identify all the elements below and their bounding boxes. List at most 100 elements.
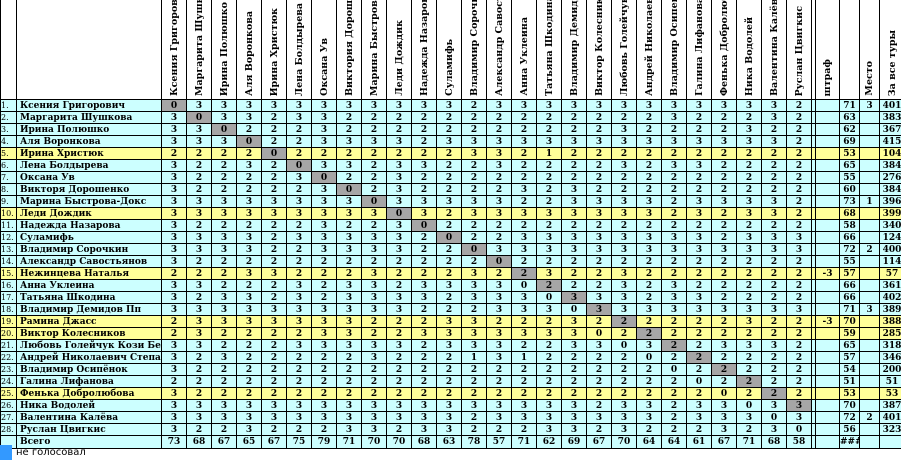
vote-cell[interactable]: 2 bbox=[411, 135, 437, 148]
total-cell[interactable]: 276 bbox=[879, 171, 901, 184]
vote-cell[interactable]: 3 bbox=[361, 243, 387, 256]
row-name[interactable]: Владимир Сорочкин bbox=[16, 243, 162, 256]
total-cell[interactable]: 340 bbox=[879, 219, 901, 232]
total-column-cell[interactable]: 78 bbox=[461, 435, 487, 449]
vote-cell[interactable]: 2 bbox=[336, 111, 362, 124]
vote-cell[interactable]: 3 bbox=[486, 195, 512, 208]
vote-cell[interactable]: 2 bbox=[436, 111, 462, 124]
vote-cell[interactable]: 2 bbox=[436, 123, 462, 136]
vote-cell[interactable]: 2 bbox=[161, 315, 187, 328]
vote-cell[interactable]: 2 bbox=[761, 147, 787, 160]
vote-cell[interactable]: 2 bbox=[211, 183, 237, 196]
vote-cell[interactable]: 3 bbox=[336, 399, 362, 412]
vote-cell[interactable]: 0 bbox=[711, 387, 737, 400]
vote-cell[interactable]: 3 bbox=[236, 411, 262, 424]
vote-cell[interactable]: 3 bbox=[361, 351, 387, 364]
vote-cell[interactable]: 2 bbox=[411, 243, 437, 256]
vote-cell[interactable]: 3 bbox=[411, 291, 437, 304]
score-cell[interactable]: 53 bbox=[839, 147, 860, 160]
vote-cell[interactable]: 2 bbox=[711, 207, 737, 220]
vote-cell[interactable]: 2 bbox=[386, 123, 412, 136]
vote-cell[interactable]: 2 bbox=[286, 243, 312, 256]
vote-cell[interactable]: 2 bbox=[236, 339, 262, 352]
vote-cell[interactable]: 2 bbox=[361, 375, 387, 388]
vote-cell[interactable]: 2 bbox=[661, 207, 687, 220]
vote-cell[interactable]: 2 bbox=[186, 351, 212, 364]
vote-cell[interactable]: 2 bbox=[586, 363, 612, 376]
vote-cell[interactable]: 3 bbox=[761, 207, 787, 220]
vote-cell[interactable]: 2 bbox=[786, 99, 812, 112]
vote-cell[interactable]: 3 bbox=[236, 267, 262, 280]
column-header[interactable]: Маргарита Шушкова bbox=[186, 0, 212, 100]
vote-cell[interactable]: 3 bbox=[336, 195, 362, 208]
vote-cell[interactable]: 3 bbox=[236, 159, 262, 172]
row-name[interactable]: Александр Савостьянов bbox=[16, 255, 162, 268]
vote-cell[interactable]: 3 bbox=[361, 279, 387, 292]
vote-cell[interactable]: 2 bbox=[411, 351, 437, 364]
vote-cell[interactable]: 2 bbox=[786, 183, 812, 196]
vote-cell[interactable]: 2 bbox=[286, 267, 312, 280]
vote-cell[interactable]: 2 bbox=[486, 183, 512, 196]
total-column-cell[interactable]: 68 bbox=[761, 435, 787, 449]
vote-cell[interactable]: 2 bbox=[486, 315, 512, 328]
vote-cell[interactable]: 3 bbox=[636, 411, 662, 424]
row-number[interactable]: 7. bbox=[0, 171, 17, 184]
total-score-cell[interactable]: ### bbox=[839, 435, 860, 449]
vote-cell[interactable]: 2 bbox=[436, 243, 462, 256]
vote-cell[interactable]: 3 bbox=[286, 303, 312, 316]
row-number[interactable]: 10. bbox=[0, 207, 17, 220]
place-cell[interactable] bbox=[859, 339, 880, 352]
row-number[interactable]: 15. bbox=[0, 267, 17, 280]
vote-cell[interactable]: 3 bbox=[686, 303, 712, 316]
total-cell[interactable]: 401 bbox=[879, 99, 901, 112]
vote-cell[interactable]: 2 bbox=[261, 231, 287, 244]
vote-cell[interactable]: 2 bbox=[536, 111, 562, 124]
vote-cell[interactable]: 2 bbox=[786, 171, 812, 184]
vote-cell[interactable]: 3 bbox=[736, 231, 762, 244]
vote-cell[interactable]: 3 bbox=[386, 411, 412, 424]
vote-cell[interactable]: 2 bbox=[636, 327, 662, 340]
vote-cell[interactable]: 2 bbox=[761, 375, 787, 388]
column-header[interactable]: Александр Савостьянов bbox=[486, 0, 512, 100]
row-name[interactable]: Галина Лифанова bbox=[16, 375, 162, 388]
vote-cell[interactable]: 2 bbox=[661, 195, 687, 208]
vote-cell[interactable]: 3 bbox=[486, 399, 512, 412]
place-cell[interactable] bbox=[859, 279, 880, 292]
vote-cell[interactable]: 3 bbox=[586, 207, 612, 220]
vote-cell[interactable]: 3 bbox=[511, 291, 537, 304]
total-cell[interactable]: 415 bbox=[879, 135, 901, 148]
vote-cell[interactable]: 3 bbox=[786, 411, 812, 424]
vote-cell[interactable]: 2 bbox=[661, 183, 687, 196]
vote-cell[interactable]: 2 bbox=[636, 255, 662, 268]
vote-cell[interactable]: 3 bbox=[436, 315, 462, 328]
score-cell[interactable]: 57 bbox=[839, 267, 860, 280]
vote-cell[interactable]: 2 bbox=[486, 375, 512, 388]
vote-cell[interactable]: 3 bbox=[561, 411, 587, 424]
vote-cell[interactable]: 2 bbox=[336, 387, 362, 400]
vote-cell[interactable]: 2 bbox=[361, 387, 387, 400]
vote-cell[interactable]: 2 bbox=[511, 159, 537, 172]
vote-cell[interactable]: 3 bbox=[336, 135, 362, 148]
vote-cell[interactable]: 2 bbox=[211, 219, 237, 232]
vote-cell[interactable]: 2 bbox=[436, 351, 462, 364]
column-header[interactable]: Суламифь bbox=[436, 0, 462, 100]
column-header[interactable]: Леди Дождик bbox=[386, 0, 412, 100]
total-header[interactable]: За все туры bbox=[879, 0, 901, 100]
vote-cell[interactable]: 2 bbox=[436, 291, 462, 304]
vote-cell[interactable]: 2 bbox=[711, 267, 737, 280]
vote-cell[interactable]: 0 bbox=[286, 159, 312, 172]
vote-cell[interactable]: 3 bbox=[186, 99, 212, 112]
vote-cell[interactable]: 3 bbox=[461, 291, 487, 304]
vote-cell[interactable]: 2 bbox=[186, 291, 212, 304]
vote-cell[interactable]: 2 bbox=[761, 123, 787, 136]
vote-cell[interactable]: 2 bbox=[786, 315, 812, 328]
vote-cell[interactable]: 2 bbox=[511, 423, 537, 436]
vote-cell[interactable]: 2 bbox=[236, 123, 262, 136]
vote-cell[interactable]: 2 bbox=[511, 123, 537, 136]
column-header[interactable]: Аля Воронкова bbox=[236, 0, 262, 100]
penalty-cell[interactable] bbox=[815, 219, 840, 232]
vote-cell[interactable]: 2 bbox=[761, 291, 787, 304]
vote-cell[interactable]: 3 bbox=[261, 207, 287, 220]
vote-cell[interactable]: 2 bbox=[311, 387, 337, 400]
vote-cell[interactable]: 3 bbox=[511, 303, 537, 316]
